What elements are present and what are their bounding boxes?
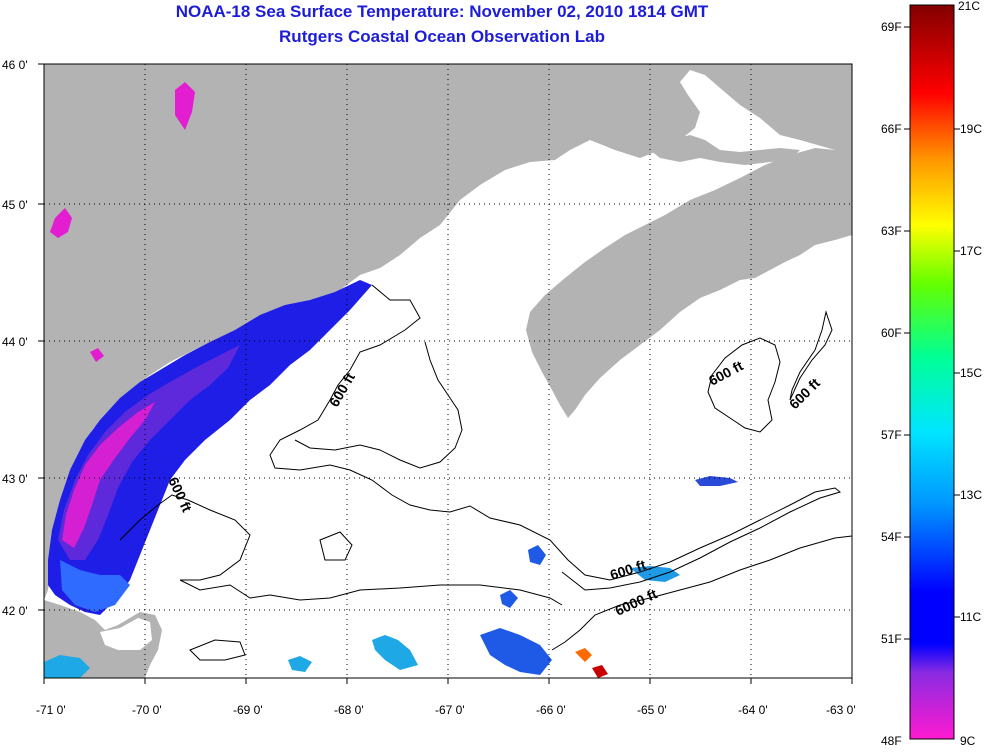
sst-patch-magenta-13	[90, 348, 104, 362]
contour-600ft-east-2	[789, 310, 833, 401]
axis-ticks	[38, 63, 853, 684]
lat-tick-label: 42 0'	[2, 604, 28, 618]
contour-600ft-main	[269, 284, 842, 591]
colorbar-c-label: 13C	[960, 488, 982, 502]
sst-patch-blue-7	[695, 476, 738, 486]
sst-patch-cyan-6	[630, 566, 680, 582]
sst-patch-blue-4	[528, 545, 546, 565]
sst-violet-band	[58, 345, 240, 560]
sst-patch-blue-3	[480, 628, 552, 675]
contour-600ft-patch-1	[189, 639, 246, 661]
contour-6000ft	[551, 535, 852, 651]
land-pei	[650, 135, 800, 165]
sst-patch-cyan-8	[44, 655, 90, 678]
colorbar-c-label: 9C	[960, 734, 976, 748]
sst-magenta-coast	[62, 402, 155, 548]
colorbar-c-label: 21C	[958, 0, 980, 13]
lon-tick-label: -63 0'	[826, 703, 856, 717]
sst-patch-red-10	[592, 665, 608, 678]
colorbar-f-label: 63F	[881, 224, 902, 238]
land-mainland	[44, 64, 852, 600]
sst-patch-magenta-11	[175, 82, 195, 130]
map-area: 600 ft 600 ft 600 ft 600 ft 600 ft 6000 …	[44, 64, 852, 678]
contour-600ft-patch-2	[319, 531, 353, 561]
contour-600ft-east-1	[707, 337, 781, 433]
lon-tick-label: -65 0'	[637, 703, 667, 717]
sst-blue-south	[60, 560, 130, 612]
colorbar-c-label: 15C	[960, 366, 982, 380]
contour-600ft-sw	[119, 494, 251, 581]
chart-title: NOAA-18 Sea Surface Temperature: Novembe…	[175, 2, 709, 21]
land-nova-scotia	[526, 148, 852, 418]
lat-tick-label: 45 0'	[2, 198, 28, 212]
lon-tick-label: -67 0'	[435, 703, 465, 717]
lon-tick-label: -69 0'	[233, 703, 263, 717]
colorbar-f-label: 60F	[881, 326, 902, 340]
sst-patch-magenta-12	[50, 208, 72, 238]
colorbar-f-label: 51F	[881, 632, 902, 646]
lon-tick-label: -66 0'	[536, 703, 566, 717]
colorbar-c-label: 19C	[960, 122, 982, 136]
chart-subtitle: Rutgers Coastal Ocean Observation Lab	[279, 27, 605, 46]
lon-tick-label: -68 0'	[334, 703, 364, 717]
colorbar: 69F 66F 63F 60F 57F 54F 51F 48F 21C 19C …	[881, 0, 982, 748]
colorbar-c-label: 17C	[960, 244, 982, 258]
colorbar-scale	[909, 4, 955, 740]
colorbar-f-label: 54F	[881, 530, 902, 544]
colorbar-ticks	[904, 26, 960, 640]
colorbar-f-label: 57F	[881, 428, 902, 442]
sst-patch-warm-9	[575, 648, 592, 662]
bay-of-fundy	[505, 245, 580, 300]
colorbar-f-label: 66F	[881, 122, 902, 136]
lon-tick-label: -64 0'	[738, 703, 768, 717]
colorbar-f-label: 48F	[881, 734, 902, 748]
land-cape-cod-inner	[100, 618, 152, 650]
contour-600ft-south	[179, 579, 563, 606]
depth-contours	[119, 284, 852, 661]
sst-patch-cyan-1	[372, 635, 418, 670]
lat-tick-label: 43 0'	[2, 472, 28, 486]
sst-patch-blue-5	[500, 590, 518, 608]
lat-tick-label: 46 0'	[2, 58, 28, 72]
contour-600ft-inner	[294, 341, 463, 469]
sst-patch-cyan-2	[288, 656, 312, 672]
colorbar-f-label: 69F	[881, 20, 902, 34]
lon-tick-label: -70 0'	[132, 703, 162, 717]
lon-tick-label: -71 0'	[36, 703, 66, 717]
lat-tick-label: 44 0'	[2, 335, 28, 349]
colorbar-c-label: 11C	[960, 610, 981, 624]
